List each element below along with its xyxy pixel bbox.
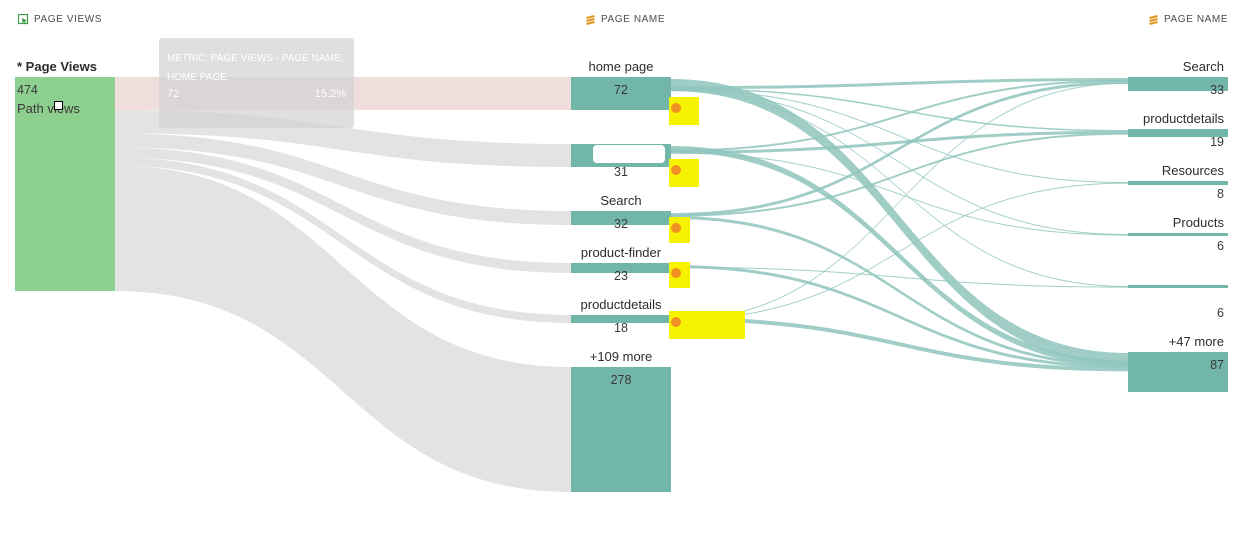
page-views-icon (18, 14, 29, 25)
page-flow-ribbon (671, 130, 1128, 154)
entry-node-label: * Page Views (17, 59, 97, 74)
step2-node-value: 6 (1217, 239, 1224, 253)
page-flow-ribbon (671, 89, 1128, 235)
step2-node-label: Search (1182, 59, 1224, 74)
step2-node-value: 6 (1217, 306, 1224, 320)
column-header-page-views[interactable]: PAGE VIEWS (18, 14, 102, 25)
step2-node-label: Resources (1161, 163, 1224, 178)
step1-node-label: productdetails (580, 297, 662, 312)
highlight-dot (671, 268, 681, 278)
step2-node-value: 33 (1210, 83, 1224, 97)
highlight-dot (671, 317, 681, 327)
page-flow-ribbon (671, 79, 1128, 365)
page-flow-ribbon (671, 79, 1128, 152)
page-flow-ribbon (671, 152, 1128, 236)
mouse-cursor (54, 101, 63, 110)
page-flow-ribbon (671, 182, 1128, 321)
step2-node-bar (1128, 77, 1228, 91)
page-flow-group (671, 78, 1128, 372)
tooltip-title: METRIC: PAGE VIEWS - PAGE NAME: HOME PAG… (167, 53, 344, 83)
step1-node-label: product-finder (580, 245, 662, 260)
step2-node-bar (1128, 233, 1228, 236)
step1-node-value: 72 (614, 83, 628, 97)
step1-node-bar (571, 367, 671, 492)
highlight-dot (671, 165, 681, 175)
step1-node-bar (571, 315, 671, 323)
page-flow-ribbon (671, 266, 1128, 288)
step1-node-label: home page (588, 59, 654, 74)
tooltip-percent: 15.2% (314, 88, 346, 100)
step1-node-value: 18 (614, 321, 628, 335)
column-header-page-name-1[interactable]: PAGE NAME (585, 14, 665, 25)
step1-node-value: 23 (614, 269, 628, 283)
page-flow-ribbon (671, 265, 1128, 369)
step1-node-label: +109 more (589, 349, 653, 364)
page-flow-ribbon (671, 88, 1128, 183)
redaction-patch (1165, 268, 1227, 284)
dimension-icon (586, 15, 595, 25)
highlight-dot (671, 103, 681, 113)
entry-node-unit: Path views (17, 101, 80, 116)
step2-node-value: 87 (1210, 358, 1224, 372)
highlight-dot (671, 223, 681, 233)
step1-node-value: 32 (614, 217, 628, 231)
step2-node-bar (1128, 285, 1228, 288)
hover-tooltip: METRIC: PAGE VIEWS - PAGE NAME: HOME PAG… (159, 38, 354, 128)
entry-flow-group (115, 77, 571, 492)
column-header-label: PAGE VIEWS (34, 14, 103, 25)
page-flow-ribbon (671, 317, 1128, 372)
page-flow-ribbon (671, 82, 1128, 321)
tooltip-value: 72 (167, 88, 180, 100)
step1-node-value: 278 (610, 373, 632, 387)
column-header-page-name-2[interactable]: PAGE NAME (1148, 14, 1228, 25)
step1-node-label: Search (600, 193, 642, 208)
page-flow-ribbon (671, 81, 1128, 216)
step2-node-label: +47 more (1168, 334, 1224, 349)
entry-flow-ribbon (115, 165, 571, 492)
column-header-label: PAGE NAME (601, 14, 666, 25)
column-header-label: PAGE NAME (1164, 14, 1229, 25)
highlight-marker (669, 311, 745, 339)
page-flow-ribbon (671, 132, 1128, 217)
step2-node-value: 19 (1210, 135, 1224, 149)
step2-node-bar (1128, 181, 1228, 185)
page-flow-ribbon (671, 146, 1128, 367)
entry-flow-ribbon (115, 147, 571, 273)
step1-node-bar (571, 211, 671, 225)
page-flow-ribbon (671, 88, 1128, 132)
entry-flow-ribbon (115, 133, 571, 225)
page-flow-ribbon (671, 90, 1128, 287)
step2-node-label: Products (1172, 215, 1224, 230)
entry-node-value: 474 (17, 83, 38, 97)
step1-node-bar (571, 77, 671, 110)
entry-flow-ribbon (115, 157, 571, 323)
step1-node-value: 31 (614, 165, 628, 179)
redaction-patch (593, 145, 665, 163)
step2-node-bar (1128, 129, 1228, 137)
step2-node-value: 8 (1217, 187, 1224, 201)
highlight-group (593, 97, 1227, 339)
step1-node-bar (571, 263, 671, 273)
page-flow-ribbon (671, 78, 1128, 90)
step2-node-bar (1128, 352, 1228, 392)
entry-node-bar (15, 77, 115, 291)
page-flow-ribbon (671, 216, 1128, 367)
step2-node-label: productdetails (1143, 111, 1224, 126)
dimension-icon (1149, 15, 1158, 25)
